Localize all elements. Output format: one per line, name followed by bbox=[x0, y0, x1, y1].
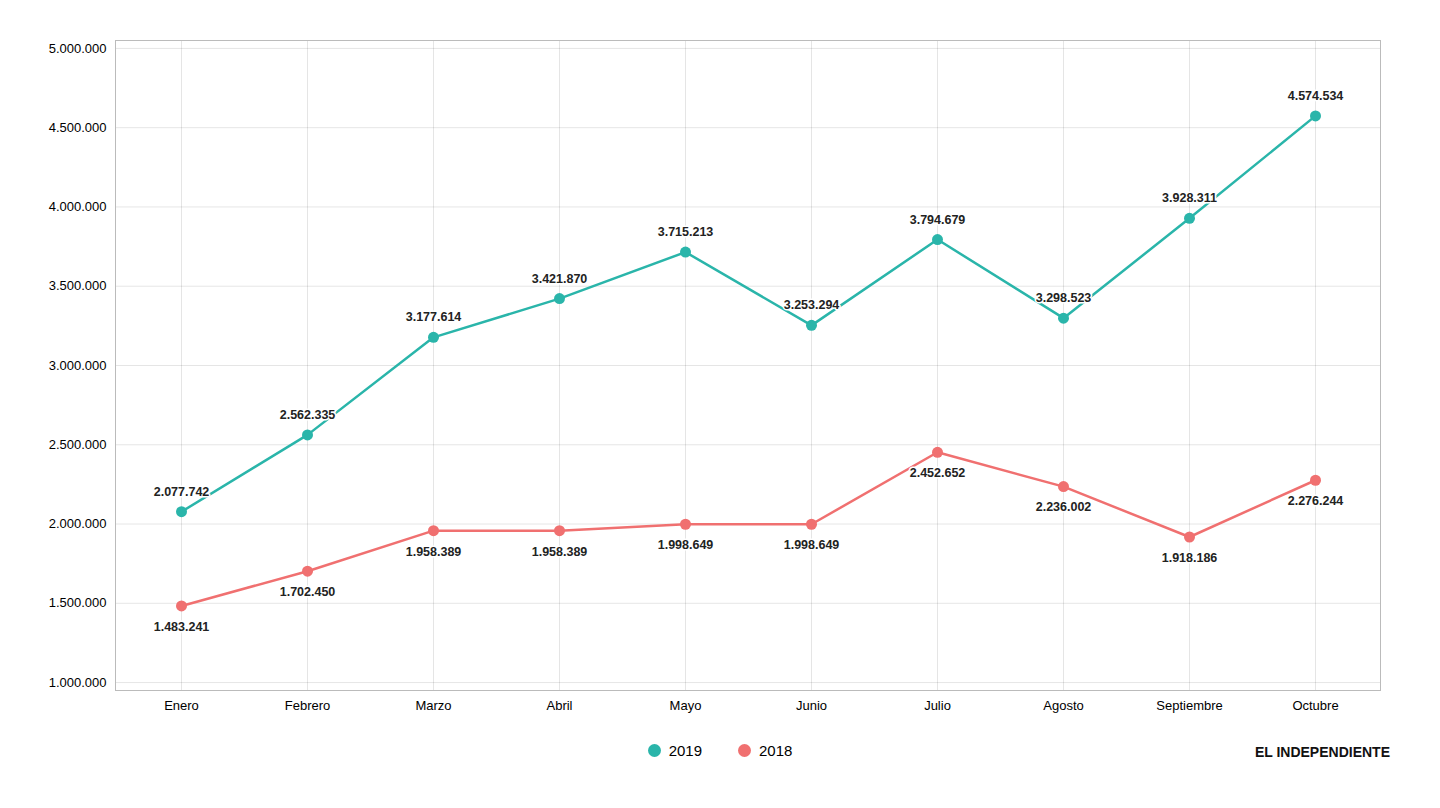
svg-text:3.253.294: 3.253.294 bbox=[784, 298, 840, 312]
html-text:EL INDEPENDIENTE: EL INDEPENDIENTE bbox=[1254, 744, 1390, 760]
svg-text:2.077.742: 2.077.742 bbox=[154, 485, 210, 499]
svg-text:3.177.614: 3.177.614 bbox=[406, 310, 462, 324]
svg-text:2.500.000: 2.500.000 bbox=[49, 437, 107, 452]
svg-text:Septiembre: Septiembre bbox=[1156, 698, 1222, 713]
svg-text:3.421.870: 3.421.870 bbox=[532, 272, 588, 286]
svg-text:3.298.523: 3.298.523 bbox=[1036, 291, 1092, 305]
svg-text:1.958.389: 1.958.389 bbox=[406, 545, 462, 559]
svg-text:Julio: Julio bbox=[924, 698, 951, 713]
svg-text:Octubre: Octubre bbox=[1292, 698, 1338, 713]
svg-text:Enero: Enero bbox=[164, 698, 199, 713]
svg-text:1.958.389: 1.958.389 bbox=[532, 545, 588, 559]
svg-text:1.483.241: 1.483.241 bbox=[154, 620, 210, 634]
svg-text:2.562.335: 2.562.335 bbox=[280, 408, 336, 422]
svg-text:Agosto: Agosto bbox=[1043, 698, 1083, 713]
svg-text:4.500.000: 4.500.000 bbox=[49, 120, 107, 135]
svg-text:1.500.000: 1.500.000 bbox=[49, 595, 107, 610]
svg-text:1.918.186: 1.918.186 bbox=[1162, 551, 1218, 565]
svg-text:3.794.679: 3.794.679 bbox=[910, 213, 966, 227]
svg-text:3.715.213: 3.715.213 bbox=[658, 225, 714, 239]
svg-text:2.276.244: 2.276.244 bbox=[1288, 494, 1344, 508]
svg-text:Junio: Junio bbox=[796, 698, 827, 713]
svg-text:1.000.000: 1.000.000 bbox=[49, 675, 107, 690]
svg-text:Abril: Abril bbox=[546, 698, 572, 713]
svg-text:1.702.450: 1.702.450 bbox=[280, 585, 336, 599]
svg-text:3.000.000: 3.000.000 bbox=[49, 358, 107, 373]
svg-text:Marzo: Marzo bbox=[415, 698, 451, 713]
svg-text:2.452.652: 2.452.652 bbox=[910, 466, 966, 480]
svg-text:1.998.649: 1.998.649 bbox=[784, 538, 840, 552]
svg-text:4.574.534: 4.574.534 bbox=[1288, 89, 1344, 103]
svg-text:2.000.000: 2.000.000 bbox=[49, 516, 107, 531]
svg-text:2.236.002: 2.236.002 bbox=[1036, 500, 1092, 514]
svg-text:Febrero: Febrero bbox=[285, 698, 331, 713]
html-text:2018: 2018 bbox=[759, 742, 793, 759]
html-text:2019: 2019 bbox=[668, 742, 702, 759]
svg-text:Mayo: Mayo bbox=[670, 698, 702, 713]
svg-text:5.000.000: 5.000.000 bbox=[49, 41, 107, 56]
svg-text:4.000.000: 4.000.000 bbox=[49, 199, 107, 214]
svg-text:3.500.000: 3.500.000 bbox=[49, 278, 107, 293]
svg-text:3.928.311: 3.928.311 bbox=[1162, 191, 1217, 205]
svg-text:1.998.649: 1.998.649 bbox=[658, 538, 714, 552]
